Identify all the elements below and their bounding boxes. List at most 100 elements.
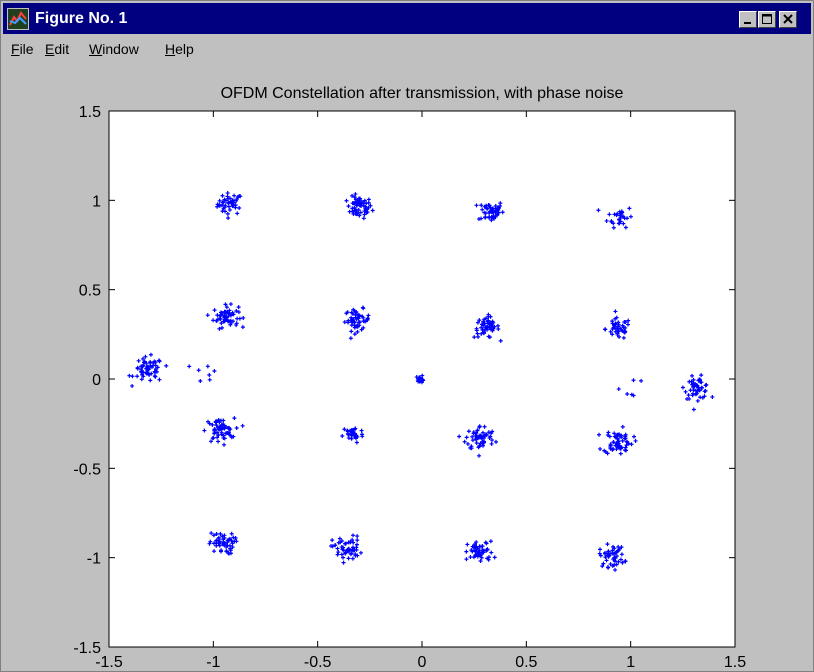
data-point	[228, 433, 233, 438]
data-point	[487, 335, 492, 340]
data-point	[211, 533, 216, 538]
data-point	[353, 426, 358, 431]
menu-help[interactable]: Help	[165, 40, 194, 58]
data-point	[145, 364, 150, 369]
data-point	[346, 204, 351, 209]
data-point	[366, 197, 371, 202]
data-point	[209, 531, 214, 536]
minimize-button[interactable]	[739, 11, 757, 28]
data-point	[616, 559, 621, 564]
cluster	[597, 542, 628, 572]
data-point	[211, 318, 216, 323]
data-point	[227, 536, 232, 541]
data-point	[470, 544, 475, 549]
data-point	[152, 359, 157, 364]
data-point	[226, 204, 231, 209]
data-point	[491, 213, 496, 218]
data-point	[619, 435, 624, 440]
data-point	[471, 431, 476, 436]
data-point	[495, 212, 500, 217]
data-point	[143, 354, 148, 359]
data-point	[228, 548, 233, 553]
maximize-button[interactable]	[758, 11, 776, 28]
data-point	[362, 212, 367, 217]
data-point	[238, 194, 243, 199]
data-point	[598, 553, 603, 558]
data-point	[483, 215, 488, 220]
data-point	[216, 536, 221, 541]
title-bar[interactable]: Figure No. 1	[3, 3, 811, 34]
data-point	[340, 433, 345, 438]
data-point	[235, 211, 240, 216]
data-point	[623, 432, 628, 437]
data-point	[221, 418, 226, 423]
data-point	[207, 421, 212, 426]
data-point	[356, 200, 361, 205]
data-point	[485, 325, 490, 330]
data-point	[225, 211, 230, 216]
data-point	[621, 214, 626, 219]
data-point	[605, 565, 610, 570]
menu-window[interactable]: Window	[89, 40, 139, 58]
data-point	[482, 210, 487, 215]
menu-window-rest: indow	[102, 41, 139, 57]
data-point	[349, 329, 354, 334]
data-point	[235, 316, 240, 321]
data-point	[620, 560, 625, 565]
x-tick-label: 1	[626, 654, 635, 671]
data-point	[220, 209, 225, 214]
data-point	[628, 214, 633, 219]
data-point	[632, 434, 637, 439]
data-point	[700, 385, 705, 390]
menu-file-accel: F	[11, 41, 20, 57]
data-point	[187, 364, 192, 369]
menu-edit[interactable]: Edit	[45, 40, 69, 58]
data-point	[356, 208, 361, 213]
cluster	[127, 352, 169, 388]
menu-file[interactable]: File	[11, 40, 34, 58]
data-point	[472, 335, 477, 340]
data-point	[225, 194, 230, 199]
data-point	[202, 428, 207, 433]
data-point	[486, 557, 491, 562]
data-point	[619, 552, 624, 557]
data-point	[225, 543, 230, 548]
data-point	[626, 318, 631, 323]
data-point	[220, 425, 225, 430]
data-point	[359, 428, 364, 433]
data-point	[479, 325, 484, 330]
data-point	[476, 550, 481, 555]
data-point	[623, 436, 628, 441]
y-tick-label: 0.5	[79, 283, 101, 300]
data-point	[466, 429, 471, 434]
data-point	[690, 373, 695, 378]
data-point	[607, 212, 612, 217]
data-point	[616, 322, 621, 327]
data-point	[346, 556, 351, 561]
data-point	[361, 216, 366, 221]
data-point	[355, 329, 360, 334]
data-point	[213, 420, 218, 425]
data-point	[606, 554, 611, 559]
data-point	[699, 380, 704, 385]
data-point	[613, 556, 618, 561]
data-point	[639, 378, 644, 383]
data-point	[633, 438, 638, 443]
matlab-figure-icon[interactable]	[7, 8, 29, 30]
data-point	[157, 359, 162, 364]
data-point	[335, 552, 340, 557]
data-point	[484, 432, 489, 437]
data-point	[164, 363, 169, 368]
data-point	[210, 422, 215, 427]
data-point	[494, 439, 499, 444]
data-point	[474, 441, 479, 446]
data-point	[625, 322, 630, 327]
data-point	[224, 310, 229, 315]
data-point	[621, 221, 626, 226]
close-button[interactable]	[779, 11, 797, 28]
data-point	[228, 302, 233, 307]
data-point	[341, 545, 346, 550]
data-point	[198, 379, 203, 384]
data-point	[615, 549, 620, 554]
data-point	[237, 206, 242, 211]
